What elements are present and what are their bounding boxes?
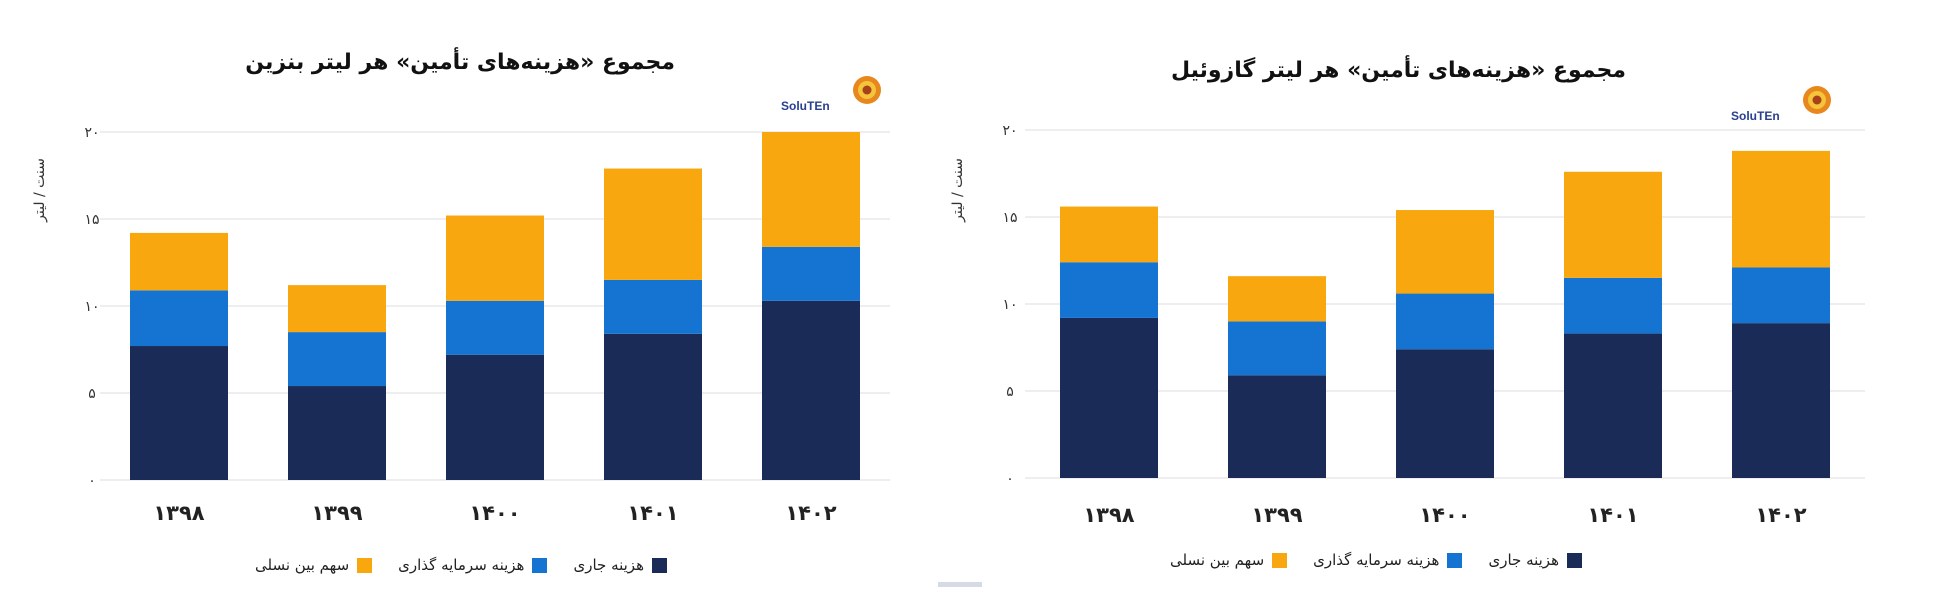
sunflower-emblem-icon <box>1803 86 1831 114</box>
legend-item-investment-cost: هزینه سرمایه گذاری <box>1313 551 1463 569</box>
legend: هزینه جاری هزینه سرمایه گذاری سهم بین نس… <box>255 556 667 574</box>
legend: هزینه جاری هزینه سرمایه گذاری سهم بین نس… <box>1170 551 1582 569</box>
x-tick-label: ۱۴۰۲ <box>1755 503 1806 527</box>
bar-segment <box>1060 262 1158 318</box>
chart-plot: ۰ ۵ ۱۰ ۱۵ ۲۰ سنت / لیتر ۱۳۹۸ ۱۳۹۹ ۱۴۰۰ ۱۴۰۱ ۱۴۰۲ <box>32 125 890 525</box>
x-tick-label: ۱۳۹۹ <box>311 501 362 525</box>
logo: SoluTEn <box>1725 78 1845 128</box>
bar-segment <box>130 346 228 480</box>
legend-label: سهم بین نسلی <box>255 556 350 574</box>
x-tick-label: ۱۴۰۰ <box>1419 503 1470 527</box>
chart-panel-right: مجموع «هزینه‌های تأمین» هر لیتر گازوئیل … <box>940 0 1944 607</box>
chart-title: مجموع «هزینه‌های تأمین» هر لیتر گازوئیل <box>1170 58 1626 83</box>
bar-segment <box>130 290 228 347</box>
x-tick-label: ۱۴۰۲ <box>785 501 836 525</box>
sunflower-emblem-icon <box>853 76 881 104</box>
legend-swatch <box>532 557 548 573</box>
legend-item-intergenerational-share: سهم بین نسلی <box>1170 551 1288 569</box>
bar-segment <box>604 168 702 280</box>
bar-segment <box>1396 210 1494 294</box>
x-tick-label: ۱۳۹۸ <box>153 501 204 525</box>
y-tick-label: ۰ <box>1006 471 1014 487</box>
legend-swatch <box>1447 552 1463 568</box>
legend-label: هزینه جاری <box>573 556 644 574</box>
bar-segment <box>1564 171 1662 278</box>
legend-label: هزینه جاری <box>1488 551 1559 569</box>
bar-segment <box>1060 206 1158 263</box>
x-tick-label: ۱۳۹۸ <box>1083 503 1134 527</box>
bar-segment <box>1732 150 1830 268</box>
y-tick-label: ۲۰ <box>1002 123 1017 139</box>
bar-segment <box>1564 277 1662 334</box>
bar-segment <box>1060 317 1158 478</box>
y-tick-label: ۱۰ <box>1002 297 1017 313</box>
legend-swatch <box>1567 552 1582 568</box>
chart-plot: ۰ ۵ ۱۰ ۱۵ ۲۰ سنت / لیتر ۱۳۹۸ ۱۳۹۹ ۱۴۰۰ ۱۴۰۱ ۱۴۰۲ <box>950 123 1865 527</box>
bar-segment <box>1228 375 1326 478</box>
legend-swatch <box>357 557 373 573</box>
logo: SoluTEn <box>775 68 895 118</box>
y-tick-label: ۱۵ <box>1002 210 1017 226</box>
y-axis-label: سنت / لیتر <box>950 158 966 223</box>
y-tick-label: ۱۰ <box>84 299 99 315</box>
bar-segment <box>762 246 860 301</box>
legend-swatch <box>1272 552 1288 568</box>
legend-item-running-cost: هزینه جاری <box>573 556 667 574</box>
x-tick-label: ۱۴۰۰ <box>469 501 520 525</box>
bar-segment <box>1396 293 1494 350</box>
y-tick-label: ۲۰ <box>84 125 99 141</box>
bar-segment <box>446 354 544 480</box>
legend-label: هزینه سرمایه گذاری <box>1313 551 1440 569</box>
y-tick-label: ۵ <box>1006 384 1014 400</box>
bar-segment <box>1228 321 1326 376</box>
bar-segment <box>604 333 702 480</box>
bar-segment <box>1396 349 1494 478</box>
legend-item-investment-cost: هزینه سرمایه گذاری <box>398 556 548 574</box>
legend-label: سهم بین نسلی <box>1170 551 1265 569</box>
y-tick-label: ۱۵ <box>84 212 99 228</box>
chart-panel-left: مجموع «هزینه‌های تأمین» هر لیتر بنزین So… <box>0 0 940 607</box>
bar-segment <box>1564 333 1662 478</box>
divider <box>938 582 982 587</box>
bar-segment <box>446 300 544 355</box>
bar-segment <box>762 300 860 480</box>
y-tick-label: ۰ <box>88 473 96 489</box>
x-tick-label: ۱۴۰۱ <box>627 501 678 525</box>
bar-segment <box>130 232 228 291</box>
bar-segment <box>1732 323 1830 478</box>
bar-segment <box>1732 267 1830 324</box>
y-tick-label: ۵ <box>88 386 96 402</box>
bar-segment <box>604 279 702 334</box>
y-axis-label: سنت / لیتر <box>32 158 48 223</box>
logo-graphic: SoluTEn <box>781 76 881 113</box>
bar-segment <box>446 215 544 301</box>
logo-brand-text: SoluTEn <box>1731 109 1780 123</box>
bar-segment <box>1228 276 1326 322</box>
bar-segment <box>288 386 386 480</box>
x-tick-label: ۱۴۰۱ <box>1587 503 1638 527</box>
bar-segment <box>288 285 386 333</box>
bar-segment <box>762 132 860 247</box>
logo-brand-text: SoluTEn <box>781 99 830 113</box>
bar-segment <box>288 332 386 387</box>
legend-item-running-cost: هزینه جاری <box>1488 551 1582 569</box>
legend-swatch <box>652 557 667 573</box>
legend-item-intergenerational-share: سهم بین نسلی <box>255 556 373 574</box>
chart-title: مجموع «هزینه‌های تأمین» هر لیتر بنزین <box>245 50 675 75</box>
logo-graphic: SoluTEn <box>1731 86 1831 123</box>
legend-label: هزینه سرمایه گذاری <box>398 556 525 574</box>
x-tick-label: ۱۳۹۹ <box>1251 503 1302 527</box>
